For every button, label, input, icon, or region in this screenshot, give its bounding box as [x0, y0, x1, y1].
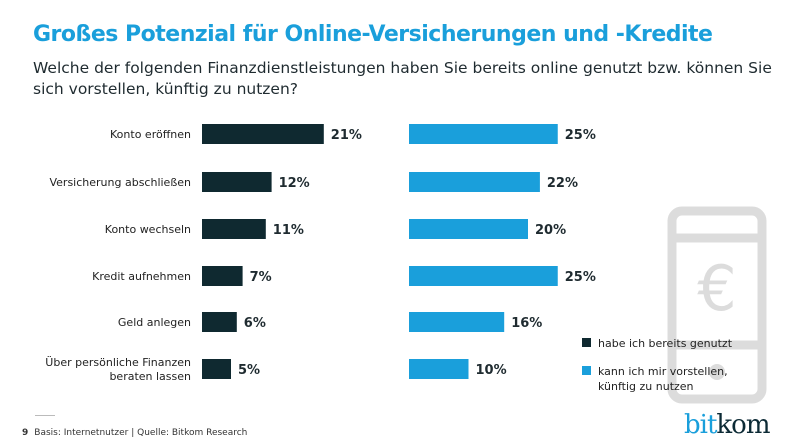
bitkom-logo: bitkom [684, 410, 770, 440]
legend-swatch [582, 338, 591, 347]
euro-icon: € [697, 252, 736, 325]
legend-label: kann ich mir vorstellen, künftig zu nutz… [598, 365, 728, 393]
bar [202, 266, 243, 286]
category-label: Geld anlegen [118, 316, 191, 329]
bar [202, 312, 237, 332]
category-label: Über persönliche Finanzen beraten lassen [45, 356, 191, 383]
category-label: Konto eröffnen [110, 128, 191, 141]
category-label: Kredit aufnehmen [92, 270, 191, 283]
data-label: 21% [331, 128, 362, 143]
data-label: 10% [476, 363, 507, 378]
page-subtitle: Welche der folgenden Finanzdienstleistun… [33, 59, 772, 98]
data-label: 5% [238, 363, 260, 378]
data-label: 22% [547, 176, 578, 191]
home-button-icon [709, 364, 725, 380]
bar [202, 124, 324, 144]
data-label: 25% [565, 128, 596, 143]
data-label: 11% [273, 223, 304, 238]
bar [409, 219, 528, 239]
legend-label: habe ich bereits genutzt [598, 337, 733, 350]
smartphone-euro-icon [667, 206, 767, 404]
source-note: Basis: Internetnutzer | Quelle: Bitkom R… [34, 428, 248, 438]
bar [409, 172, 540, 192]
footer: 9 Basis: Internetnutzer | Quelle: Bitkom … [22, 428, 247, 438]
logo-part: kom [716, 410, 770, 440]
data-label: 12% [279, 176, 310, 191]
data-label: 7% [250, 270, 272, 285]
footer-divider [35, 415, 55, 416]
legend-swatch [582, 366, 591, 375]
data-label: 16% [511, 316, 542, 331]
data-label: 6% [244, 316, 266, 331]
page-number: 9 [22, 428, 29, 438]
logo-part: bit [684, 410, 717, 440]
bar [409, 312, 505, 332]
bar [409, 266, 558, 286]
bar [202, 172, 272, 192]
bar [409, 124, 558, 144]
category-label: Konto wechseln [105, 223, 191, 236]
data-label: 25% [565, 270, 596, 285]
bar [409, 359, 469, 379]
page-title: Großes Potenzial für Online-Versicherung… [33, 22, 713, 47]
data-label: 20% [535, 223, 566, 238]
category-label: Versicherung abschließen [49, 176, 191, 189]
bar [202, 219, 266, 239]
bar [202, 359, 231, 379]
